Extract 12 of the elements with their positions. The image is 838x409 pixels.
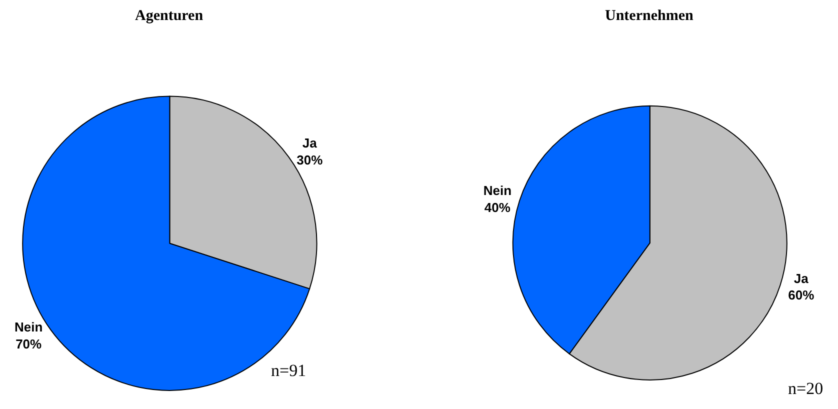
slice-label: Ja xyxy=(302,135,318,150)
data-label: 60% xyxy=(788,288,815,303)
text: n=20 xyxy=(788,379,824,398)
slice-label: Ja xyxy=(794,270,810,286)
chart-title: Agenturen xyxy=(135,8,204,24)
slice-label: Nein xyxy=(483,183,512,198)
data-label: 70% xyxy=(16,336,42,352)
data-label: 30% xyxy=(296,152,324,168)
data-label: 40% xyxy=(484,200,511,216)
chart-title: Unternehmen xyxy=(605,8,694,24)
slice-label: Nein xyxy=(14,319,43,334)
text: n=91 xyxy=(271,361,306,380)
